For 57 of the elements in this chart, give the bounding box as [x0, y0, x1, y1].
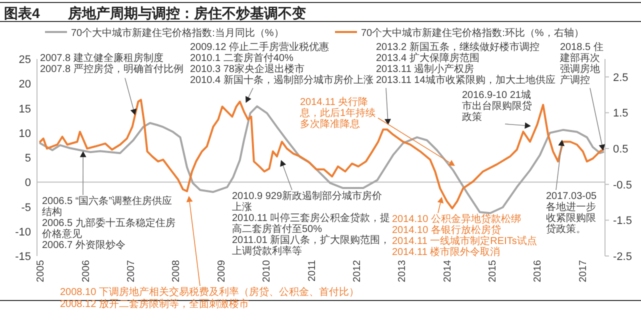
annotation: 2014.10 公积金异地贷款松绑 — [392, 214, 522, 225]
annotation: 2014.11 央行降息，此后1年持续多次降准降息 — [300, 97, 377, 130]
annotation: 2010.3 78家央企退出楼市 — [190, 64, 304, 75]
annotation: 2006.5 “国六条”调整住房供应结构 — [42, 196, 172, 218]
annotation: 2008.10 下调房地产相关交易税费及利率（房贷、公积金、首付比） — [60, 287, 360, 298]
annotation: 2013.11 遏制小产权房 — [376, 64, 476, 75]
y2-tick-label: -0.5 — [613, 179, 632, 192]
annotation: 2010.9 929新政遏制部分城市房价上涨 — [232, 191, 384, 213]
y2-tick-label: -1.5 — [613, 215, 632, 228]
y2-tick-label: 0.5 — [613, 144, 628, 156]
y-tick-label: 10 — [18, 128, 31, 140]
x-tick-label: 2015 — [488, 260, 499, 282]
annotation: 2010.1 二套房首付40% — [190, 53, 294, 64]
annotation: 2018.5 住建部再次强调房地产调控 — [560, 42, 604, 86]
x-tick-label: 2006 — [80, 260, 92, 282]
y-tick-label: -5 — [21, 202, 31, 214]
annotation: 2013.11 14城市收紧限购，加大土地供应 — [376, 75, 556, 86]
annotation: 2014.11 楼市限外令取消 — [392, 247, 502, 258]
annotation: 2006.7 外资限炒令 — [42, 240, 126, 251]
y-tick-label: 20 — [18, 78, 31, 91]
annotation: 2013.4 扩大保障房范围 — [376, 53, 480, 64]
annotation: 2011.01 新国八条，扩大限购范围，上调贷款利率等 — [232, 235, 392, 257]
x-tick-label: 2014 — [442, 260, 454, 282]
annotation: 2014.10 各银行放松房贷 — [392, 225, 502, 236]
legend-label: 70个大中城市新建住宅价格指数:当月同比（%） — [71, 27, 284, 39]
x-tick-label: 2009 — [216, 260, 228, 282]
y-tick-label: 15 — [18, 103, 31, 116]
x-tick-label: 2008 — [171, 260, 182, 282]
x-tick-label: 2012 — [352, 260, 363, 282]
annotation: 2006.5 九部委十五条稳定住房价格意见 — [42, 218, 176, 240]
y-tick-label: 5 — [24, 152, 31, 164]
y-tick-label: 25 — [18, 54, 31, 66]
y2-tick-label: 2.5 — [613, 72, 628, 84]
y-tick-label: 0 — [24, 177, 31, 190]
x-tick-label: 2010 — [262, 260, 273, 282]
annotation: 2007.8 建立健全廉租房制度 — [40, 53, 164, 64]
y-tick-label: -10 — [15, 226, 31, 238]
annotation: 2016.9-10 21城市出台限购限贷政策 — [462, 90, 533, 123]
annotation: 2010.11 叫停三套房公积金贷款，提高二套房首付至50% — [232, 213, 392, 235]
x-tick-label: 2007 — [126, 260, 138, 282]
x-tick-label: 2011 — [306, 260, 318, 282]
legend-label: 70个大中城市新建住宅价格指数:环比（%，右轴） — [361, 27, 584, 39]
text: 2009.12 停止二手房营业税优惠 — [190, 42, 329, 53]
text: 2013.2 新国五条，继续做好楼市调控 — [376, 42, 540, 53]
text: 2008.12 放开二套房限制等，全面刺激楼市 — [60, 299, 250, 310]
x-tick-label: 2017 — [578, 260, 589, 282]
y2-tick-label: 1.5 — [613, 108, 628, 120]
chart-title: 图表4 房地产周期与调控：房住不炒基调不变 — [0, 2, 641, 22]
annotation: 2014.11 一线城市制定REITs试点 — [392, 236, 538, 247]
annotation: 2017.03-05各地进一步收紧限购限贷政策。 — [546, 191, 598, 235]
x-tick-label: 2013 — [397, 260, 408, 282]
x-tick-label: 2016 — [532, 260, 544, 282]
annotation: 2010.4 新国十条，遏制部分城市房价上涨 — [190, 75, 374, 86]
x-tick-label: 2005 — [36, 260, 47, 282]
y2-tick-label: -2.5 — [613, 251, 632, 263]
annotation: 2007.8 严控房贷，明确首付比例 — [40, 64, 184, 75]
y-tick-label: -15 — [15, 251, 31, 263]
